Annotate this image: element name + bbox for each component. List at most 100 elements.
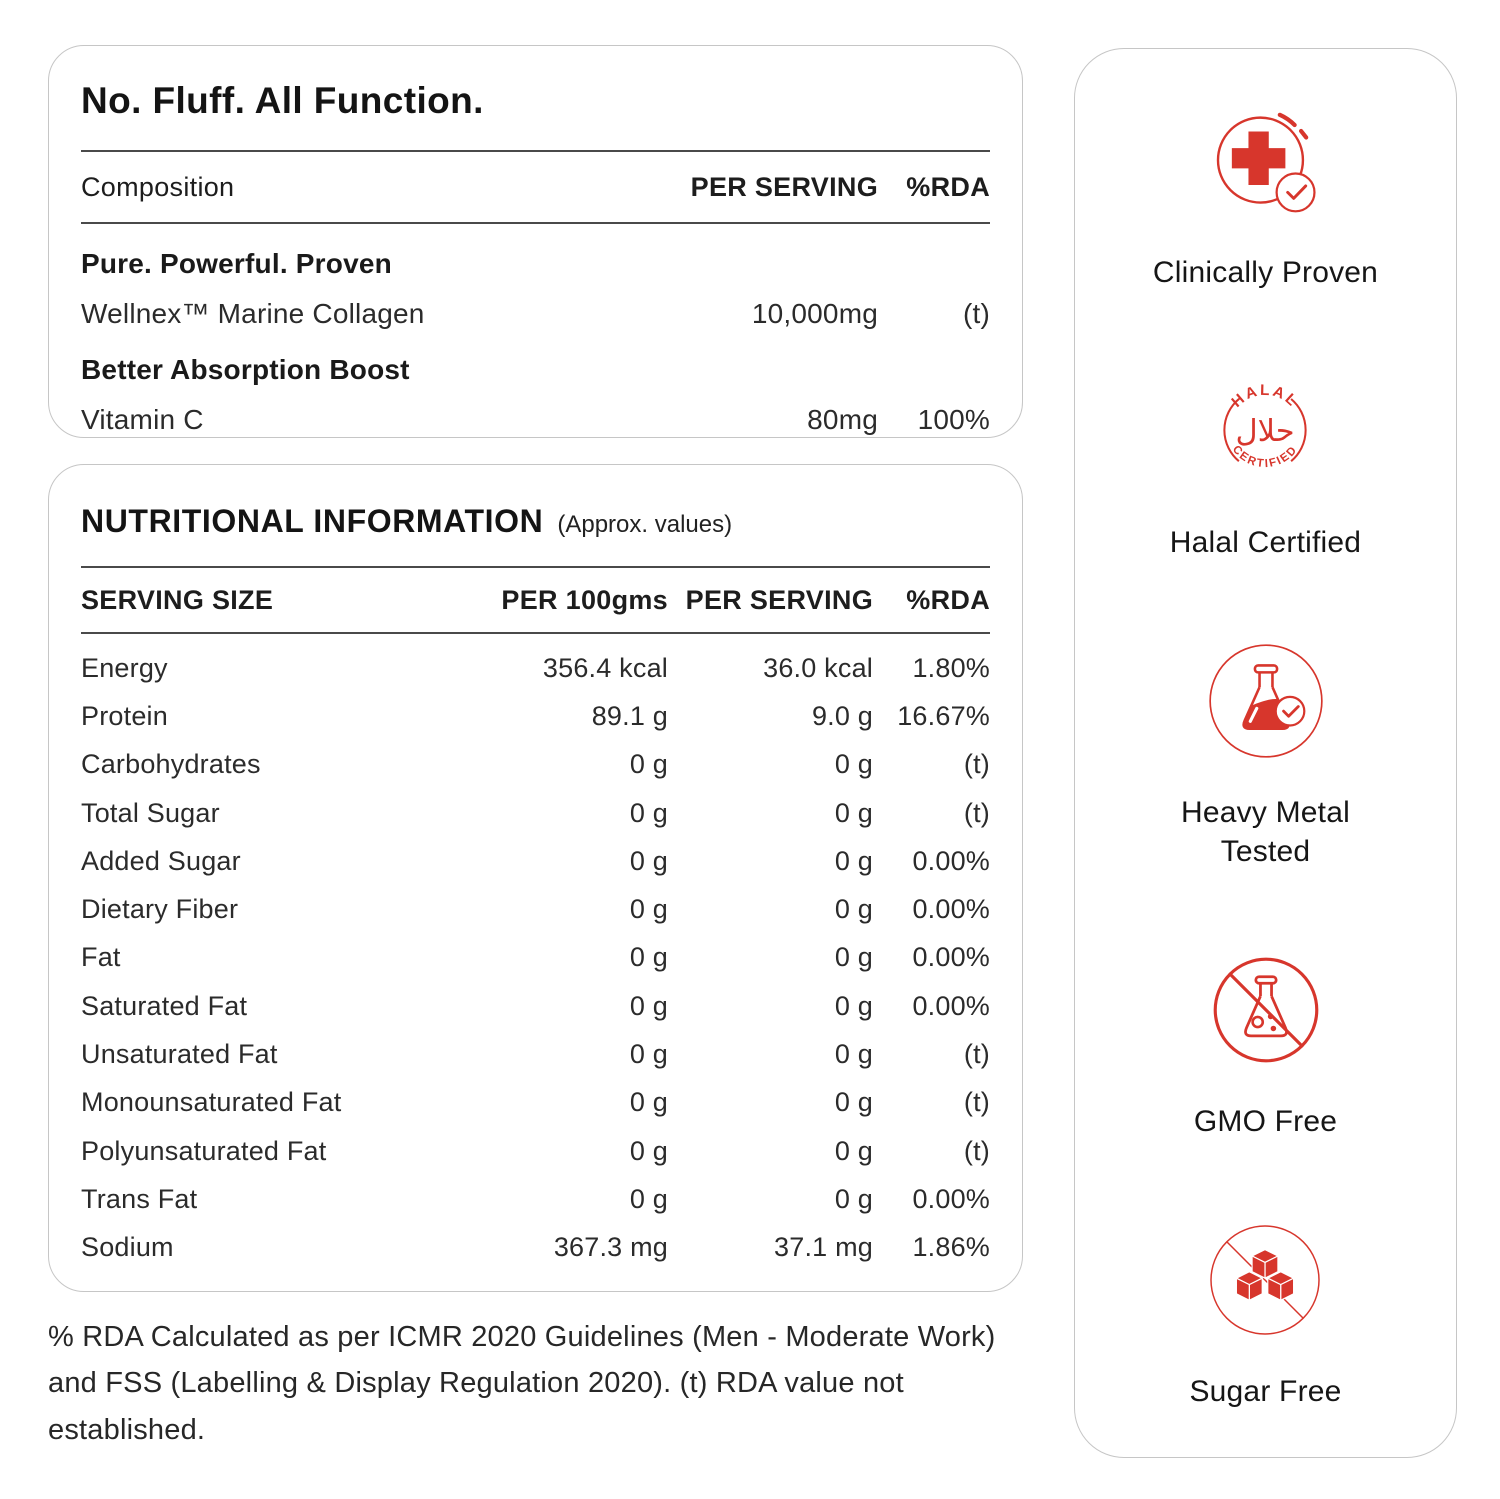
- composition-card: No. Fluff. All Function. Composition PER…: [48, 45, 1023, 438]
- row-label: Monounsaturated Fat: [81, 1087, 342, 1118]
- row-value: 89.1 g: [591, 700, 668, 731]
- row-label: Unsaturated Fat: [81, 1039, 278, 1070]
- table-row: Fat 0 g 0 g 0.00%: [81, 934, 990, 982]
- group-heading: Pure. Powerful. Proven: [81, 248, 392, 279]
- row-value: 0 g: [629, 1039, 668, 1070]
- row-label: Vitamin C: [81, 404, 204, 435]
- row-label: Fat: [81, 942, 121, 973]
- column-header: Composition: [81, 171, 235, 202]
- row-value: 0 g: [629, 845, 668, 876]
- badge-heavy-metal-tested: Heavy Metal Tested: [1181, 641, 1350, 871]
- row-value: 0 g: [834, 797, 873, 828]
- row-value: 0.00%: [912, 845, 990, 876]
- table-row: Vitamin C 80mg 100%: [81, 404, 990, 436]
- row-value: 0.00%: [912, 942, 990, 973]
- row-label: Polyunsaturated Fat: [81, 1135, 327, 1166]
- row-value: 80mg: [807, 404, 878, 435]
- row-value: 16.67%: [897, 700, 990, 731]
- halal-certified-icon: HALAL CERTIFIED حلال: [1223, 382, 1308, 470]
- heavy-metal-tested-icon: [1208, 644, 1323, 758]
- row-value: 0 g: [629, 1183, 668, 1214]
- row-value: (t): [963, 1135, 990, 1166]
- table-row: Unsaturated Fat 0 g 0 g (t): [81, 1030, 990, 1078]
- badge-gmo-free: GMO Free: [1194, 950, 1337, 1141]
- table-row: Saturated Fat 0 g 0 g 0.00%: [81, 982, 990, 1030]
- row-value: (t): [963, 749, 990, 780]
- nutrition-header-row: SERVING SIZE PER 100gms PER SERVING %RDA: [81, 568, 990, 632]
- table-row: Monounsaturated Fat 0 g 0 g (t): [81, 1079, 990, 1127]
- row-value: 0 g: [834, 990, 873, 1021]
- table-row: Protein 89.1 g 9.0 g 16.67%: [81, 692, 990, 740]
- badge-label: Halal Certified: [1170, 523, 1361, 562]
- row-value: 0 g: [834, 1183, 873, 1214]
- divider: [81, 222, 990, 224]
- column-header: SERVING SIZE: [81, 584, 274, 615]
- row-label: Sodium: [81, 1232, 174, 1263]
- row-value: 0 g: [834, 1039, 873, 1070]
- row-label: Wellnex™ Marine Collagen: [81, 298, 425, 329]
- column-header: %RDA: [906, 584, 990, 615]
- row-label: Energy: [81, 652, 168, 683]
- row-value: 0 g: [629, 749, 668, 780]
- nutrition-subtitle: (Approx. values): [557, 511, 733, 538]
- badge-label: Clinically Proven: [1153, 253, 1378, 292]
- row-value: 0 g: [629, 894, 668, 925]
- composition-header-row: Composition PER SERVING %RDA: [81, 152, 990, 222]
- row-value: 0 g: [834, 942, 873, 973]
- badge-label: GMO Free: [1194, 1102, 1337, 1141]
- divider: [81, 566, 990, 568]
- composition-card-title: No. Fluff. All Function.: [81, 80, 484, 121]
- row-value: (t): [962, 298, 990, 329]
- nutrition-title: NUTRITIONAL INFORMATION: [81, 503, 544, 539]
- row-label: Total Sugar: [81, 797, 220, 828]
- table-row: Polyunsaturated Fat 0 g 0 g (t): [81, 1127, 990, 1175]
- row-label: Dietary Fiber: [81, 894, 239, 925]
- badge-label-line: Heavy Metal: [1181, 796, 1350, 829]
- row-value: 0 g: [629, 1135, 668, 1166]
- column-header: PER SERVING: [685, 584, 873, 615]
- badge-halal-certified: HALAL CERTIFIED حلال Halal Certified: [1170, 371, 1361, 562]
- row-value: 9.0 g: [811, 700, 873, 731]
- row-value: 0.00%: [912, 990, 990, 1021]
- table-row: Added Sugar 0 g 0 g 0.00%: [81, 837, 990, 885]
- row-value: (t): [963, 1087, 990, 1118]
- row-value: 36.0 kcal: [763, 652, 873, 683]
- badge-label-line: Sugar Free: [1189, 1375, 1342, 1408]
- row-value: 0 g: [834, 749, 873, 780]
- row-value: 1.80%: [912, 652, 990, 683]
- divider: [81, 150, 990, 152]
- svg-text:HALAL: HALAL: [1229, 382, 1302, 411]
- row-value: 100%: [917, 404, 990, 435]
- group-heading: Better Absorption Boost: [81, 354, 410, 385]
- table-row: Wellnex™ Marine Collagen 10,000mg (t): [81, 298, 990, 330]
- badge-label: Heavy Metal Tested: [1181, 793, 1350, 871]
- halal-arabic-text: حلال: [1236, 414, 1295, 448]
- row-value: (t): [963, 1039, 990, 1070]
- column-header: PER 100gms: [501, 584, 668, 615]
- row-value: 0 g: [834, 1087, 873, 1118]
- row-value: 0 g: [629, 990, 668, 1021]
- table-row: Carbohydrates 0 g 0 g (t): [81, 741, 990, 789]
- column-header: %RDA: [906, 171, 990, 202]
- badge-label-line: Tested: [1220, 835, 1311, 868]
- row-value: 10,000mg: [751, 298, 878, 329]
- row-value: 0 g: [834, 845, 873, 876]
- row-value: 0 g: [629, 942, 668, 973]
- row-value: 0 g: [629, 797, 668, 828]
- halal-stamp-top-text: HALAL: [1229, 382, 1300, 411]
- row-label: Protein: [81, 700, 168, 731]
- row-value: 0 g: [629, 1087, 668, 1118]
- row-value: 0 g: [834, 1135, 873, 1166]
- badge-label: Sugar Free: [1189, 1372, 1341, 1411]
- row-label: Saturated Fat: [81, 990, 248, 1021]
- table-row: Sodium 367.3 mg 37.1 mg 1.86%: [81, 1224, 990, 1272]
- table-row: Energy 356.4 kcal 36.0 kcal 1.80%: [81, 644, 990, 692]
- row-label: Trans Fat: [81, 1183, 198, 1214]
- badge-label-line: Halal Certified: [1169, 526, 1362, 559]
- row-value: 0.00%: [912, 894, 990, 925]
- table-row: Total Sugar 0 g 0 g (t): [81, 789, 990, 837]
- row-label: Added Sugar: [81, 845, 241, 876]
- nutrition-card-title: NUTRITIONAL INFORMATION (Approx. values): [81, 503, 990, 540]
- row-value: 37.1 mg: [774, 1232, 873, 1263]
- divider: [81, 632, 990, 634]
